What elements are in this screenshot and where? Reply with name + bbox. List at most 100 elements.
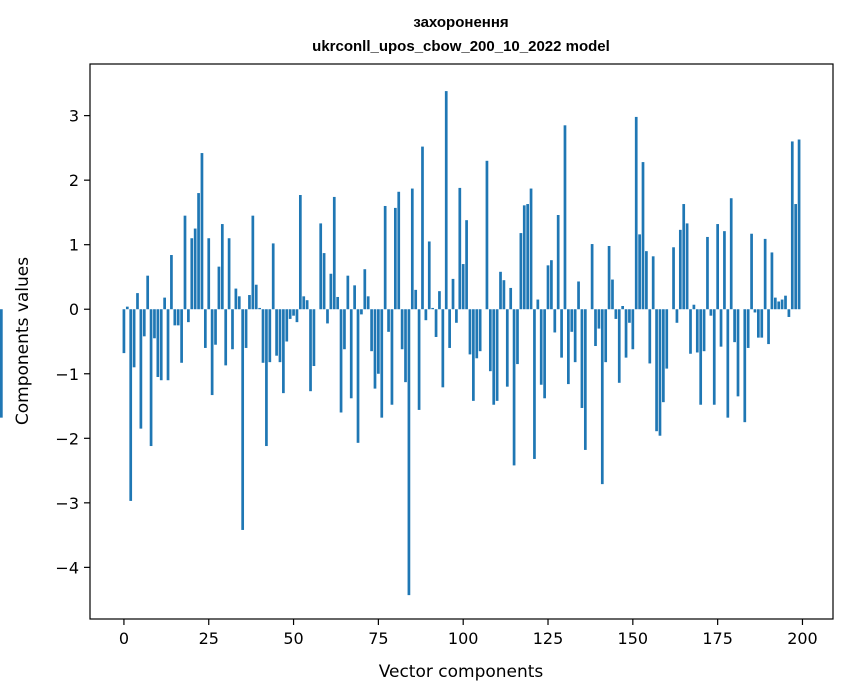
bar-194 <box>780 299 784 310</box>
bar-129 <box>560 309 563 358</box>
bar-143 <box>607 245 611 310</box>
bar-105 <box>478 309 482 352</box>
bar-148 <box>624 309 628 358</box>
bar-88 <box>421 146 424 310</box>
bar-188 <box>760 309 764 338</box>
bar-97 <box>451 278 455 310</box>
bar-37 <box>248 295 251 310</box>
bar-185 <box>750 233 753 310</box>
bar-undefined <box>0 309 3 418</box>
bar-77 <box>383 205 387 310</box>
bar-144 <box>611 279 614 310</box>
bar-45 <box>275 309 278 356</box>
bar-130 <box>563 125 567 310</box>
bar-83 <box>404 309 407 383</box>
bar-133 <box>573 309 577 363</box>
bar-125 <box>546 265 550 310</box>
bar-179 <box>729 198 733 310</box>
bar-36 <box>244 309 248 348</box>
bar-153 <box>641 162 645 310</box>
bar-112 <box>502 280 506 310</box>
bar-27 <box>214 309 217 345</box>
bar-193 <box>777 301 781 310</box>
bar-91 <box>431 307 435 310</box>
bar-117 <box>519 233 523 310</box>
bar-38 <box>251 215 255 310</box>
bar-177 <box>723 231 726 310</box>
bar-43 <box>268 309 272 363</box>
bar-195 <box>784 295 787 310</box>
bar-173 <box>709 309 713 316</box>
bar-171 <box>702 309 706 352</box>
bar-142 <box>604 309 608 363</box>
x-tick-label-75: 75 <box>368 629 388 648</box>
bar-170 <box>699 309 703 405</box>
y-tick-label--4: −4 <box>55 558 79 577</box>
bar-86 <box>414 289 418 310</box>
bar-164 <box>678 229 682 310</box>
bar-69 <box>356 309 360 443</box>
bar-28 <box>217 266 221 310</box>
bar-44 <box>271 243 275 310</box>
bar-162 <box>672 247 675 310</box>
bar-31 <box>227 238 231 310</box>
bar-156 <box>651 256 655 310</box>
x-tick-label-200: 200 <box>787 629 818 648</box>
bar-51 <box>295 309 299 323</box>
bar-139 <box>594 309 597 347</box>
bar-19 <box>187 309 190 323</box>
bar-56 <box>312 309 316 367</box>
bar-145 <box>614 309 618 319</box>
y-tick-label--3: −3 <box>55 494 79 513</box>
bar-71 <box>363 269 367 310</box>
bar-1 <box>125 306 129 310</box>
bar-18 <box>183 215 187 310</box>
bar-76 <box>380 309 384 418</box>
bar-25 <box>207 238 211 310</box>
bar-10 <box>156 309 160 377</box>
bar-120 <box>529 188 533 310</box>
bar-174 <box>712 309 716 405</box>
bar-172 <box>706 236 709 310</box>
bar-33 <box>234 288 238 310</box>
bar-124 <box>543 309 546 399</box>
bar-157 <box>655 309 658 432</box>
bar-32 <box>231 309 234 350</box>
x-tick-label-125: 125 <box>533 629 564 648</box>
x-tick-label-25: 25 <box>199 629 219 648</box>
bar-23 <box>200 153 204 310</box>
bar-48 <box>285 309 289 342</box>
bar-186 <box>753 309 757 313</box>
x-axis-label: Vector components <box>379 662 544 682</box>
bar-108 <box>488 309 492 372</box>
bar-104 <box>475 309 479 359</box>
bar-109 <box>492 309 496 405</box>
bar-110 <box>495 309 499 401</box>
bar-126 <box>550 260 553 310</box>
bar-196 <box>787 309 791 317</box>
bar-14 <box>170 255 173 310</box>
bar-34 <box>237 296 241 310</box>
bar-61 <box>329 273 333 310</box>
bar-11 <box>159 309 163 381</box>
bars-group <box>0 91 801 596</box>
bar-122 <box>536 299 540 310</box>
bar-95 <box>444 91 448 310</box>
bar-123 <box>539 309 543 385</box>
y-tick-label--1: −1 <box>55 365 79 384</box>
bar-54 <box>305 300 309 310</box>
bar-155 <box>648 309 652 364</box>
x-tick-label-0: 0 <box>119 629 129 648</box>
bar-87 <box>417 309 421 410</box>
bar-12 <box>163 297 166 310</box>
bar-58 <box>319 223 323 310</box>
bar-197 <box>790 141 794 310</box>
bar-187 <box>757 309 760 338</box>
bar-107 <box>485 160 489 310</box>
y-tick-label--2: −2 <box>55 429 79 448</box>
bar-136 <box>583 309 587 450</box>
plot-frame <box>89 63 834 620</box>
bar-60 <box>326 309 329 324</box>
bar-79 <box>390 309 394 405</box>
y-tick-label-3: 3 <box>69 107 79 126</box>
